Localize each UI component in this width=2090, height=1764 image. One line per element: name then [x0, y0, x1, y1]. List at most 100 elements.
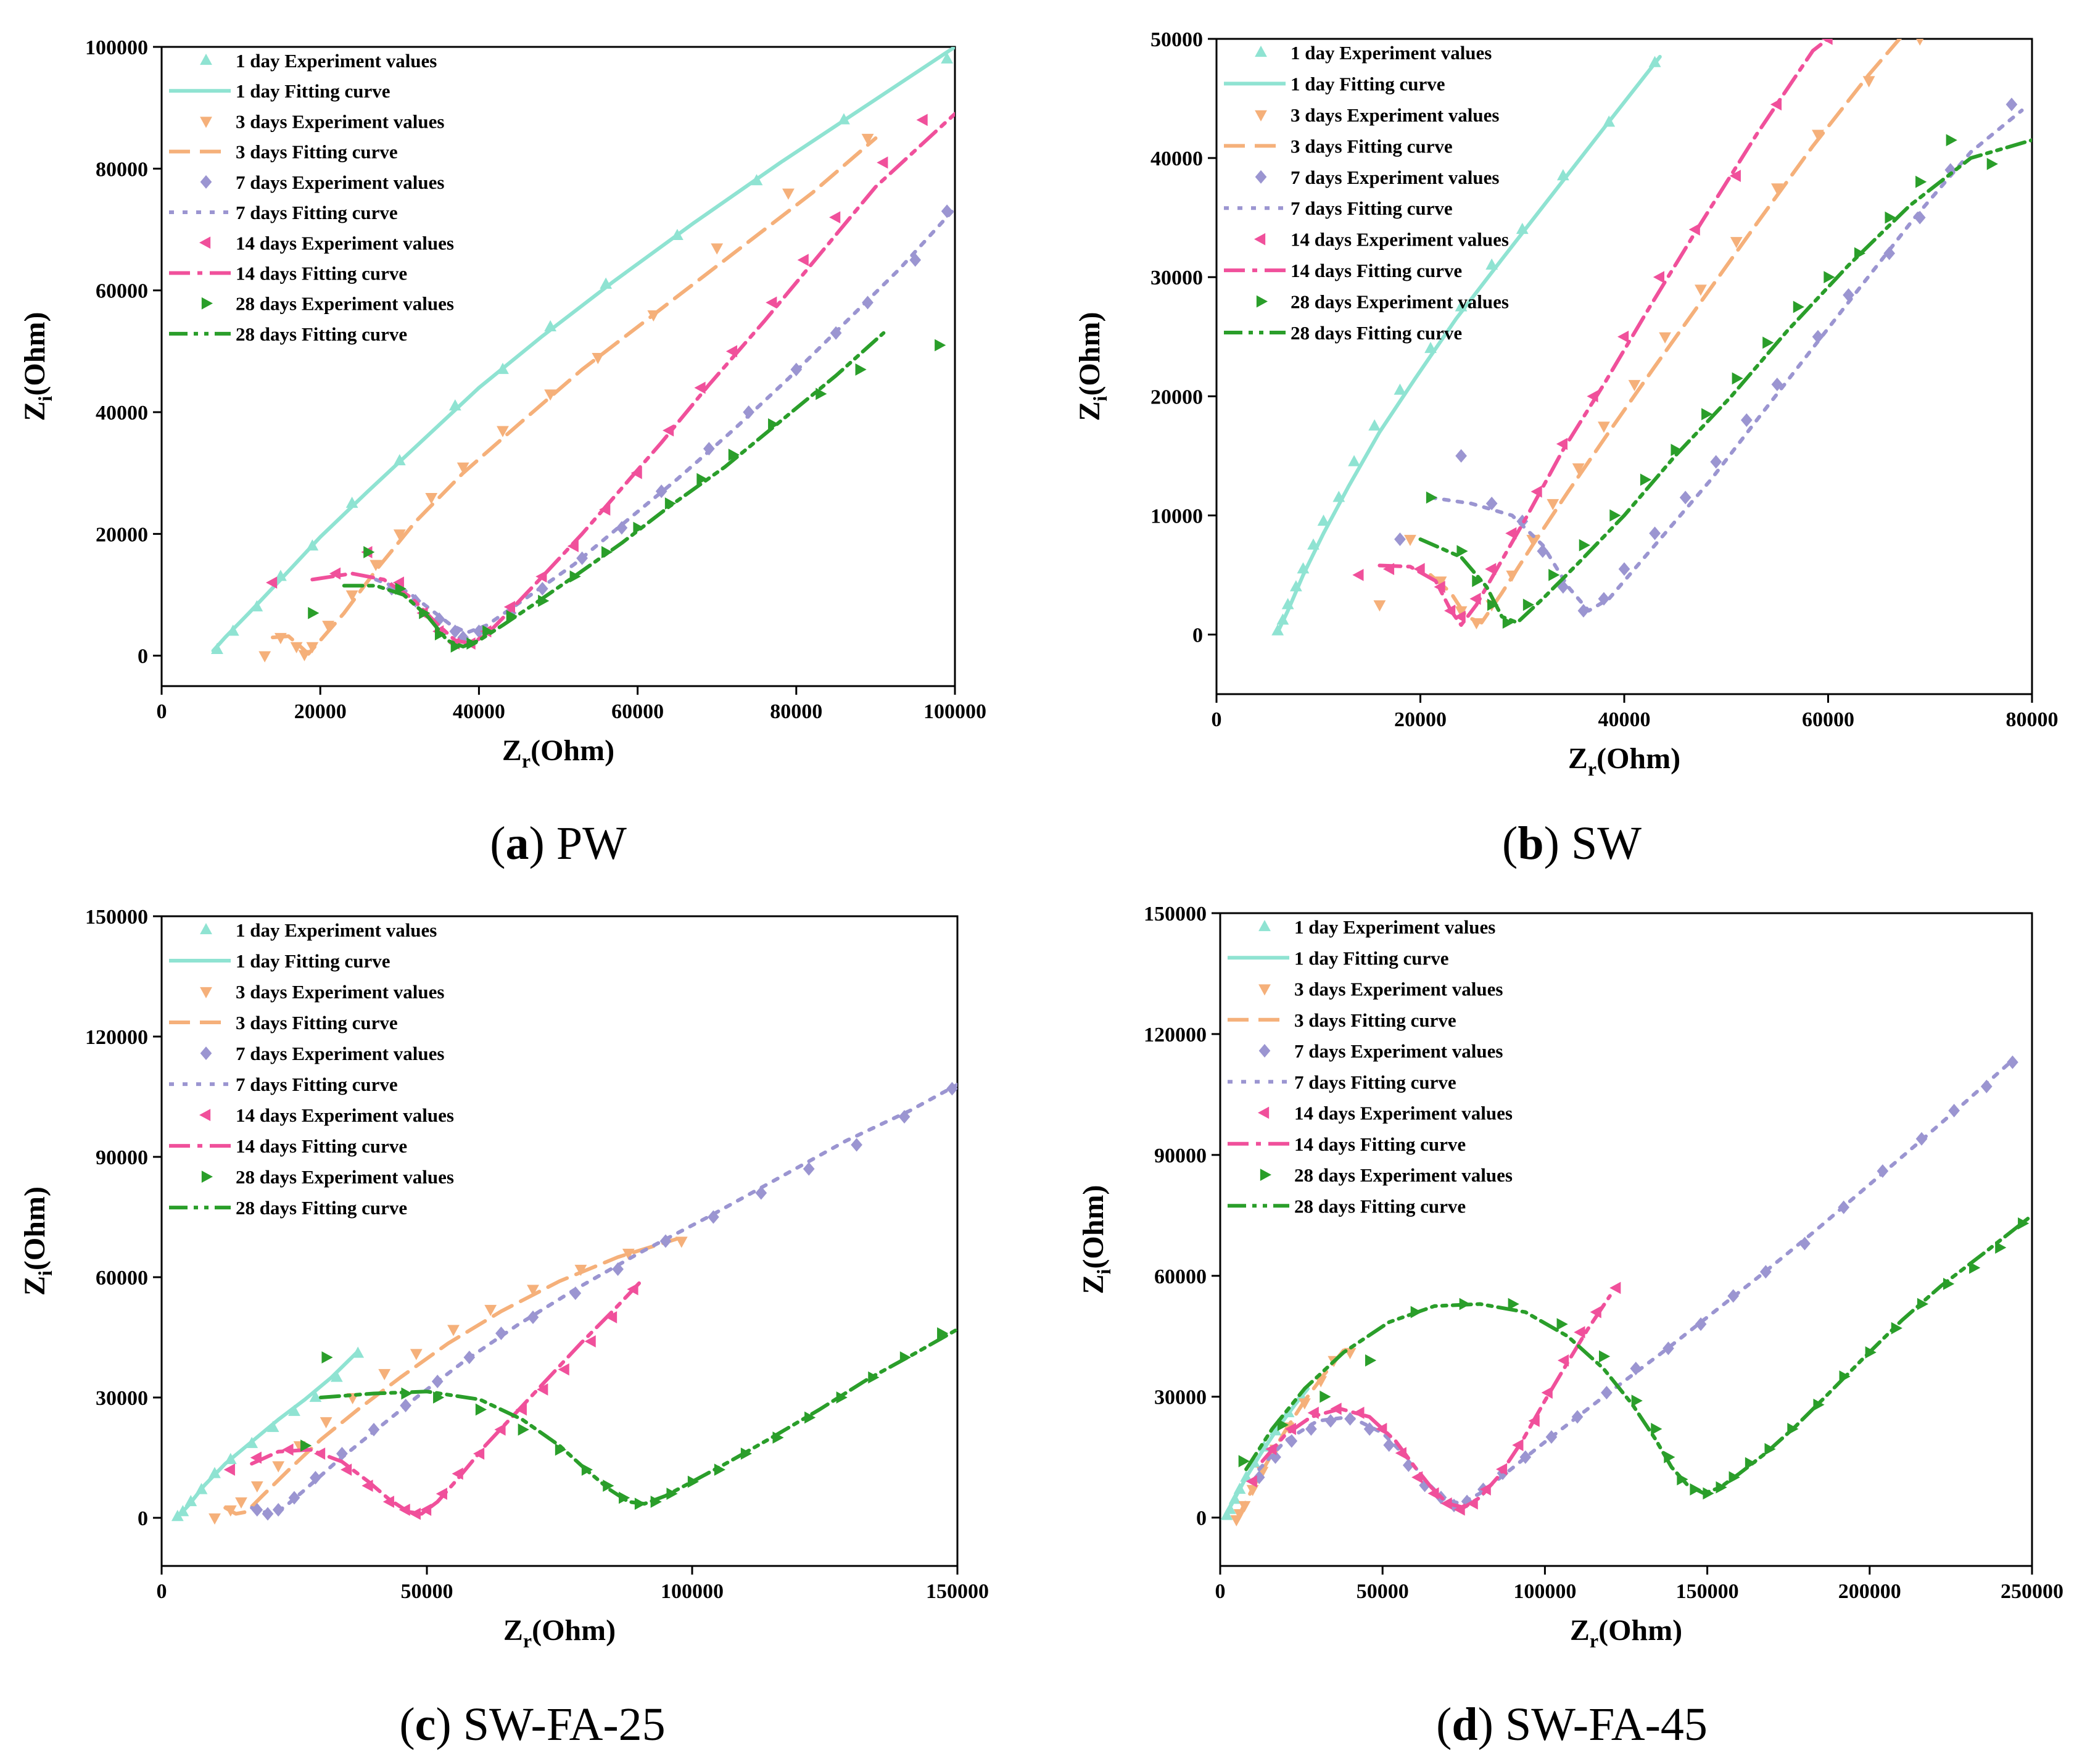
- data-point: [463, 1351, 476, 1364]
- data-point: [290, 642, 303, 653]
- data-point: [1344, 1412, 1356, 1426]
- data-point: [1286, 1434, 1298, 1448]
- legend-marker: [200, 117, 212, 128]
- data-point: [1434, 581, 1445, 594]
- legend-series-name: 1 day: [1294, 916, 1339, 938]
- data-point: [419, 607, 431, 619]
- data-point: [1228, 1493, 1241, 1504]
- legend-label: 7 days Fitting curve: [236, 1074, 398, 1095]
- data-point: [650, 1496, 662, 1508]
- data-point: [634, 1497, 646, 1510]
- legend-label: 14 days Fitting curve: [236, 1135, 407, 1157]
- series-7-days: [374, 204, 955, 645]
- data-point: [251, 1503, 263, 1517]
- data-point: [714, 1464, 725, 1476]
- x-tick-label: 40000: [453, 700, 505, 723]
- data-point: [1320, 1390, 1331, 1403]
- series-3-days: [258, 133, 878, 663]
- data-point: [1649, 526, 1661, 540]
- data-point: [1548, 569, 1560, 581]
- data-point: [1710, 455, 1722, 469]
- data-point: [518, 1423, 529, 1436]
- legend-label: 28 days Fitting curve: [1294, 1195, 1466, 1217]
- legend-suffix: Fitting curve: [287, 1074, 398, 1095]
- legend-label: 3 days Experiment values: [236, 110, 444, 132]
- data-point: [899, 1351, 911, 1364]
- legend-marker: [1258, 984, 1271, 996]
- data-point: [862, 296, 874, 310]
- y-axis-title: Zi(Ohm): [1077, 1185, 1115, 1294]
- legend-series-name: 1 day: [236, 80, 280, 102]
- legend-suffix: Fitting curve: [1352, 260, 1462, 281]
- series-28-days: [1238, 1213, 2032, 1500]
- legend-label: 1 day Fitting curve: [236, 950, 390, 972]
- legend-series-name: 7 days: [236, 1074, 287, 1095]
- x-axis-title-sub: r: [1588, 758, 1596, 780]
- data-point: [1651, 1423, 1662, 1435]
- data-point: [1238, 1455, 1250, 1468]
- data-point: [506, 610, 518, 623]
- data-point: [1470, 618, 1483, 630]
- data-point: [466, 637, 478, 650]
- data-point: [288, 1491, 300, 1505]
- data-point: [1469, 592, 1481, 605]
- data-point: [1444, 604, 1456, 617]
- data-point: [1485, 258, 1498, 270]
- data-point: [1727, 1289, 1740, 1303]
- x-tick-label: 150000: [1676, 1580, 1739, 1603]
- data-point: [1376, 1423, 1387, 1435]
- y-axis-title-sub: i: [34, 1270, 56, 1276]
- data-point: [1590, 1306, 1601, 1319]
- data-point: [1787, 1423, 1799, 1435]
- series-14-days: [223, 1281, 641, 1520]
- caption-paren: ): [529, 818, 556, 869]
- data-point: [320, 1417, 332, 1428]
- data-point: [627, 1283, 638, 1296]
- data-point: [1487, 598, 1499, 611]
- data-point: [1472, 574, 1484, 587]
- fit-curve: [1418, 138, 2032, 625]
- data-point: [535, 570, 547, 583]
- data-point: [1839, 1370, 1851, 1383]
- data-point: [1411, 1471, 1423, 1484]
- legend-label: 3 days Fitting curve: [1294, 1009, 1456, 1031]
- data-point: [671, 228, 684, 241]
- data-point: [456, 462, 469, 474]
- legend-label: 1 day Experiment values: [1291, 42, 1492, 64]
- plot-frame: [160, 915, 959, 1567]
- y-tick-label: 100000: [85, 36, 148, 59]
- data-point: [1601, 1386, 1613, 1400]
- legend-series-name: 1 day: [236, 919, 280, 941]
- data-point: [298, 650, 311, 661]
- data-point: [728, 449, 740, 461]
- legend-suffix: Experiment values: [297, 1166, 454, 1188]
- data-point: [743, 405, 754, 419]
- data-point: [838, 113, 850, 125]
- legend-suffix: Fitting curve: [1346, 1009, 1456, 1031]
- data-point: [1537, 544, 1549, 558]
- y-axis-title-main: Z: [19, 401, 51, 421]
- caption-paren: (: [490, 818, 505, 869]
- data-point: [1980, 1079, 1993, 1093]
- legend-label: 7 days Experiment values: [236, 172, 444, 193]
- legend-suffix: Experiment values: [1355, 1164, 1513, 1186]
- data-point: [622, 1248, 635, 1260]
- data-point: [1508, 1298, 1519, 1311]
- data-point: [322, 621, 334, 632]
- data-point: [1793, 300, 1804, 313]
- data-point: [1271, 624, 1284, 636]
- legend-label: 28 days Experiment values: [236, 1166, 454, 1188]
- data-point: [1995, 1241, 2007, 1254]
- data-point: [1526, 534, 1539, 546]
- series-1-day: [1271, 55, 1662, 636]
- legend-series-name: 1 day: [1291, 42, 1335, 64]
- series-7-days: [250, 1082, 957, 1521]
- data-point: [211, 642, 223, 654]
- y-tick-label: 60000: [96, 1267, 148, 1290]
- data-point: [1843, 288, 1854, 302]
- legend-suffix: Fitting curve: [287, 1012, 398, 1033]
- legend-marker: [1258, 1106, 1270, 1119]
- x-tick-label: 100000: [1513, 1580, 1576, 1603]
- data-point: [431, 1375, 444, 1388]
- data-point: [1317, 515, 1330, 526]
